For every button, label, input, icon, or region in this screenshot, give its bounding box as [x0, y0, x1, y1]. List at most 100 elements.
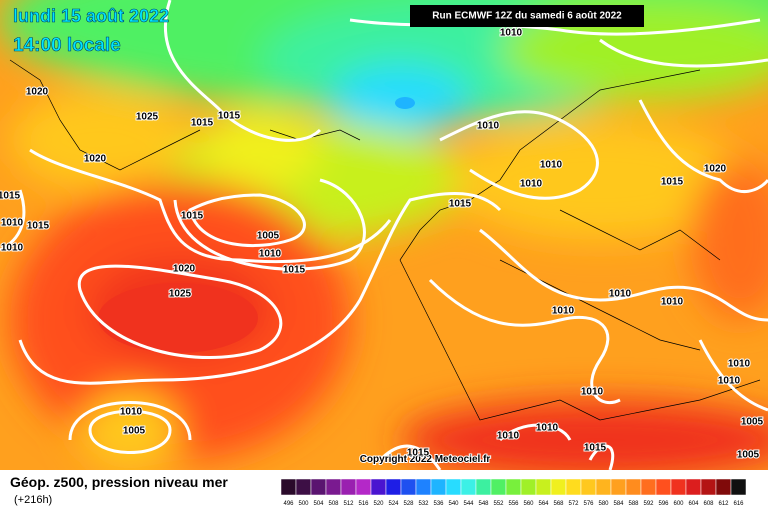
scale-swatch	[505, 478, 522, 496]
scale-swatch	[715, 478, 732, 496]
isobar-label: 1015	[0, 191, 21, 202]
scale-label: 572	[568, 501, 579, 507]
run-label: Run ECMWF 12Z du samedi 6 août 2022	[432, 11, 622, 22]
scale-label: 616	[733, 501, 744, 507]
isobar-label: 1015	[584, 443, 607, 454]
scale-label: 596	[658, 501, 669, 507]
scale-label: 584	[613, 501, 624, 507]
scale-label: 564	[538, 501, 549, 507]
scale-label: 552	[493, 501, 504, 507]
scale-swatch	[355, 478, 372, 496]
scale-swatch	[655, 478, 672, 496]
isobar-label: 1020	[704, 164, 727, 175]
scale-label: 504	[313, 501, 324, 507]
time: 14:00 locale	[13, 35, 121, 56]
scale-label: 524	[388, 501, 399, 507]
scale-swatch	[700, 478, 717, 496]
scale-swatch	[550, 478, 567, 496]
scale-label: 544	[463, 501, 474, 507]
isobar-label: 1020	[84, 154, 107, 165]
scale-swatch	[595, 478, 612, 496]
scale-label: 604	[688, 501, 699, 507]
isobar-label: 1010	[497, 431, 520, 442]
scale-swatch	[640, 478, 657, 496]
scale-label: 560	[523, 501, 534, 507]
scale-swatch	[445, 478, 462, 496]
copyright: Copyright 2022 Meteociel.fr	[360, 454, 491, 465]
isobar-label: 1010	[661, 297, 684, 308]
isobar-label: 1025	[136, 112, 159, 123]
isobar-label: 1010	[540, 160, 563, 171]
isobar-label: 1010	[520, 179, 543, 190]
isobar-label: 1005	[257, 231, 280, 242]
isobar-label: 1015	[191, 118, 214, 129]
scale-swatch	[370, 478, 387, 496]
isobar-label: 1010	[536, 423, 559, 434]
isobar-label: 1010	[552, 306, 575, 317]
scale-swatch	[415, 478, 432, 496]
scale-swatch	[670, 478, 687, 496]
scale-label: 600	[673, 501, 684, 507]
scale-label: 516	[358, 501, 369, 507]
footer-title: Géop. z500, pression niveau mer	[10, 474, 228, 490]
isobar-label: 1005	[123, 426, 146, 437]
scale-label: 528	[403, 501, 414, 507]
scale-swatch	[385, 478, 402, 496]
scale-swatch	[460, 478, 477, 496]
isobar-label: 1015	[27, 221, 50, 232]
scale-label: 576	[583, 501, 594, 507]
isobar-label: 1015	[407, 448, 430, 459]
scale-swatch	[295, 478, 312, 496]
scale-label: 508	[328, 501, 339, 507]
scale-swatch	[730, 478, 747, 496]
scale-label: 548	[478, 501, 489, 507]
scale-swatch	[685, 478, 702, 496]
isobar-label: 1010	[120, 407, 143, 418]
scale-label: 580	[598, 501, 609, 507]
isobar-label: 1015	[661, 177, 684, 188]
isobar-label: 1020	[26, 87, 49, 98]
isobar-label: 1015	[218, 111, 241, 122]
isobar-label: 1010	[500, 28, 523, 39]
scale-label: 496	[283, 501, 294, 507]
scale-swatch	[580, 478, 597, 496]
isobar-label: 1010	[1, 243, 24, 254]
scale-swatch	[475, 478, 492, 496]
date: lundi 15 août 2022	[13, 6, 169, 26]
scale-label: 520	[373, 501, 384, 507]
scale-label: 536	[433, 501, 444, 507]
scale-swatch	[610, 478, 627, 496]
scale-label: 500	[298, 501, 309, 507]
scale-label: 608	[703, 501, 714, 507]
scale-label: 568	[553, 501, 564, 507]
isobar-label: 1025	[169, 289, 192, 300]
isobar-label: 1005	[737, 450, 760, 461]
scale-swatch	[430, 478, 447, 496]
color-scale: 496 500 504 508 512 516 520 524 528 532 536 540 544 5…	[280, 478, 747, 507]
isobar-label: 1010	[609, 289, 632, 300]
scale-swatch	[565, 478, 582, 496]
isobar-label: 1010	[259, 249, 282, 260]
scale-swatch	[535, 478, 552, 496]
scale-swatch	[310, 478, 327, 496]
run-box	[410, 5, 644, 27]
isobar-label: 1010	[1, 218, 24, 229]
isobar-label: 1015	[283, 265, 306, 276]
scale-label: 512	[343, 501, 354, 507]
isobar-label: 1010	[477, 121, 500, 132]
scale-swatch	[280, 478, 297, 496]
lead-time: (+216h)	[14, 494, 52, 506]
scale-swatch	[325, 478, 342, 496]
isobar-label: 1015	[449, 199, 472, 210]
isobar-label: 1010	[581, 387, 604, 398]
scale-swatch	[625, 478, 642, 496]
scale-swatch	[400, 478, 417, 496]
scale-swatch	[490, 478, 507, 496]
scale-label: 612	[718, 501, 729, 507]
isobar-label: 1005	[741, 417, 764, 428]
isobar-label: 1010	[718, 376, 741, 387]
scale-label: 592	[643, 501, 654, 507]
scale-label: 540	[448, 501, 459, 507]
